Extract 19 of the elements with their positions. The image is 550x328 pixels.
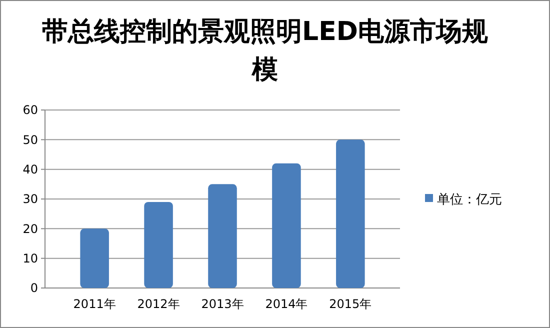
y-tick-label: 50 (22, 132, 38, 147)
y-tick-label: 60 (22, 103, 38, 118)
bar (208, 184, 237, 288)
y-tick-label: 0 (30, 281, 38, 296)
chart-title: 带总线控制的景观照明LED电源市场规模 (42, 17, 488, 85)
bar (144, 202, 173, 288)
x-tick-label: 2013年 (201, 297, 244, 311)
y-tick-label: 30 (22, 192, 38, 206)
bar (272, 163, 301, 288)
y-tick-label: 20 (22, 222, 38, 236)
bar (336, 140, 365, 288)
legend-label: 单位：亿元 (437, 192, 502, 208)
bar (80, 228, 109, 288)
y-tick-label: 40 (22, 162, 38, 177)
x-tick-label: 2015年 (329, 297, 372, 311)
x-tick-label: 2011年 (73, 297, 116, 311)
y-tick-label: 10 (22, 252, 38, 266)
x-tick-label: 2014年 (265, 297, 308, 311)
x-tick-label: 2012年 (137, 297, 180, 311)
